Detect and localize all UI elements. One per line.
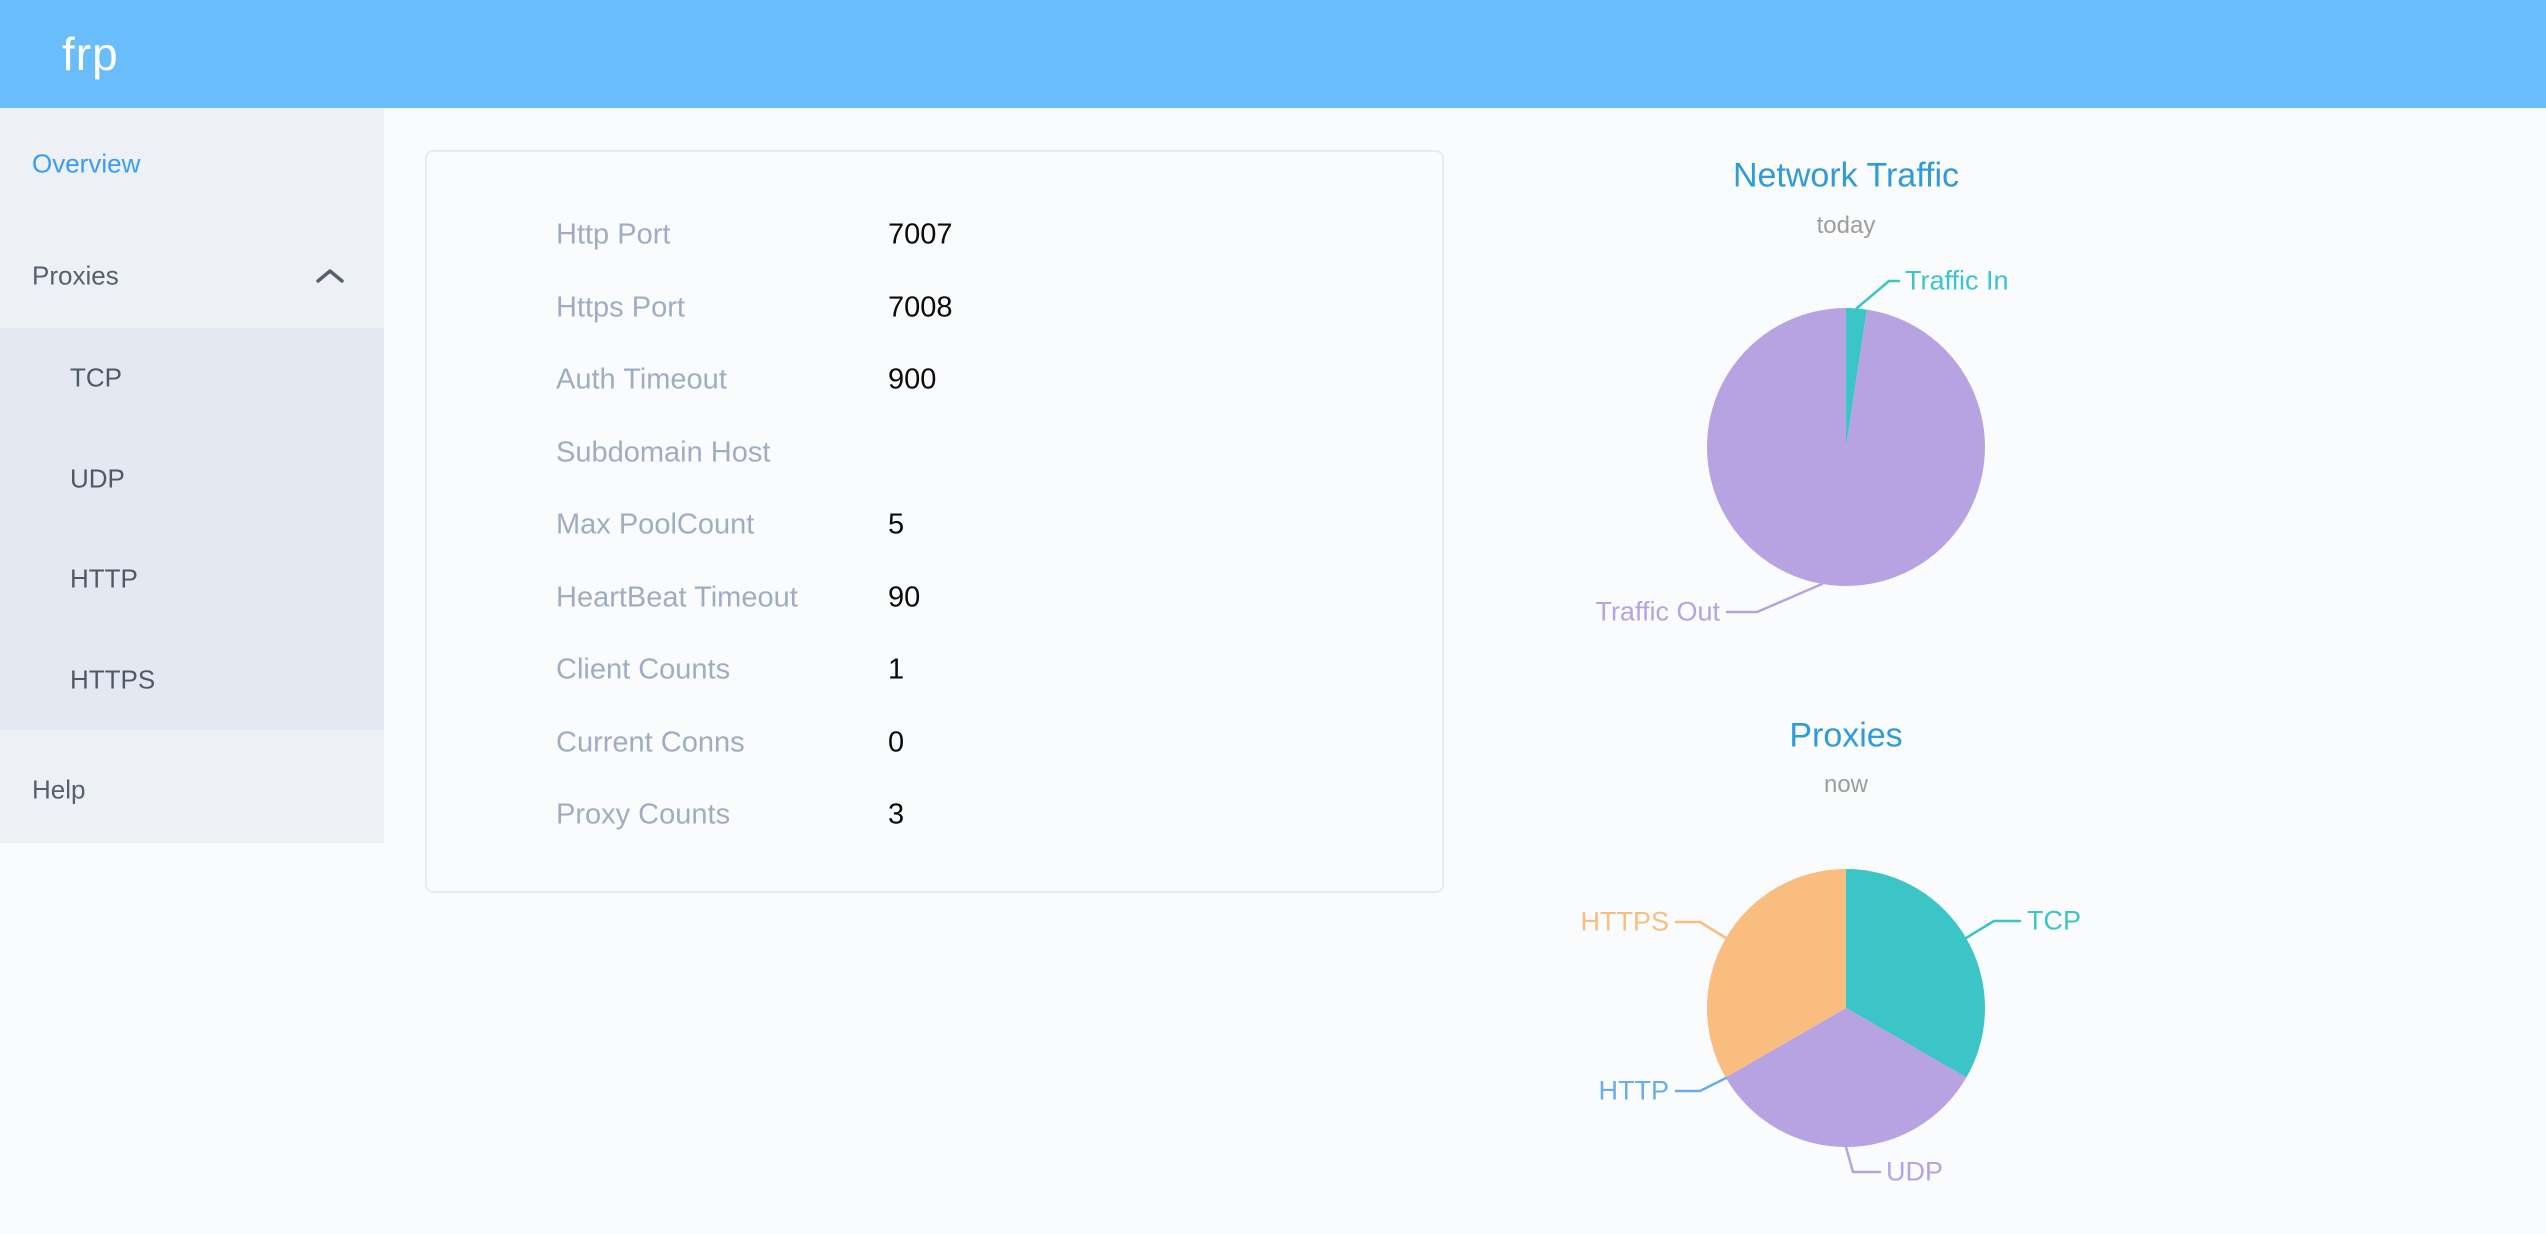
proxies-submenu: TCP UDP HTTP HTTPS [0, 328, 384, 730]
pie-chart-proxies[interactable] [1696, 858, 1996, 1158]
sidebar-item-help[interactable]: Help [0, 758, 384, 822]
sidebar-subitem-label: TCP [70, 362, 122, 393]
info-row-proxy-counts: Proxy Counts 3 [427, 779, 1442, 852]
info-label: Proxy Counts [556, 798, 731, 831]
sidebar-subitem-label: UDP [70, 463, 125, 494]
pie-chart-network-traffic[interactable] [1696, 297, 1996, 597]
info-value: 0 [888, 726, 905, 759]
info-row-max-poolcount: Max PoolCount 5 [427, 489, 1442, 562]
sidebar-item-label: Proxies [32, 260, 119, 291]
pie-slice-traffic-out[interactable] [1706, 308, 1985, 586]
info-label: HeartBeat Timeout [556, 581, 798, 614]
sidebar-item-overview[interactable]: Overview [0, 132, 384, 196]
info-label: Subdomain Host [556, 436, 771, 469]
info-row-https-port: Https Port 7008 [427, 272, 1442, 345]
info-label: Current Conns [556, 726, 745, 759]
chart-title-proxies: Proxies [1789, 716, 1903, 755]
info-row-subdomain-host: Subdomain Host [427, 417, 1442, 490]
frp-logo: frp [62, 28, 119, 80]
sidebar-item-label: Help [32, 774, 86, 805]
info-label: Https Port [556, 291, 685, 324]
info-row-current-conns: Current Conns 0 [427, 707, 1442, 780]
info-value: 7008 [888, 291, 953, 324]
chart-subtitle-now: now [1823, 771, 1869, 798]
pie-slice-tcp[interactable] [1846, 869, 1986, 1078]
info-label: Max PoolCount [556, 508, 755, 541]
pie-slice-udp[interactable] [1725, 1008, 1967, 1148]
app-header: frp [0, 0, 2546, 108]
info-row-client-counts: Client Counts 1 [427, 634, 1442, 707]
sidebar-item-proxies[interactable]: Proxies [0, 244, 384, 308]
pie-slice-traffic-in[interactable] [1846, 308, 1867, 447]
info-value: 1 [888, 653, 905, 686]
pie-label-https: HTTPS [1580, 906, 1669, 937]
server-info-card: Http Port 7007 Https Port 7008 Auth Time… [425, 150, 1444, 893]
info-value: 3 [888, 798, 905, 831]
info-value: 90 [888, 581, 921, 614]
sidebar-subitem-label: HTTP [70, 563, 138, 594]
info-label: Http Port [556, 218, 671, 251]
info-row-heartbeat-timeout: HeartBeat Timeout 90 [427, 562, 1442, 635]
pie-label-traffic-in: Traffic In [1905, 265, 2009, 296]
chart-subtitle-today: today [1816, 212, 1876, 239]
info-label: Client Counts [556, 653, 731, 686]
info-row-auth-timeout: Auth Timeout 900 [427, 344, 1442, 417]
sidebar-item-label: Overview [32, 148, 141, 179]
pie-label-http: HTTP [1598, 1075, 1670, 1106]
sidebar: Overview Proxies TCP UDP HTTP HTTPS Help [0, 108, 384, 843]
info-row-http-port: Http Port 7007 [427, 199, 1442, 272]
info-label: Auth Timeout [556, 363, 727, 396]
pie-label-traffic-out: Traffic Out [1595, 596, 1720, 627]
chevron-up-icon [316, 269, 344, 283]
pie-slice-https[interactable] [1706, 869, 1846, 1078]
chart-title-network-traffic: Network Traffic [1732, 156, 1960, 195]
pie-label-tcp: TCP [2027, 905, 2081, 936]
info-value: 5 [888, 508, 905, 541]
sidebar-subitem-udp[interactable]: UDP [0, 429, 384, 530]
pie-label-udp: UDP [1886, 1156, 1944, 1187]
sidebar-subitem-label: HTTPS [70, 664, 156, 695]
sidebar-subitem-http[interactable]: HTTP [0, 529, 384, 630]
sidebar-subitem-https[interactable]: HTTPS [0, 630, 384, 731]
info-value: 900 [888, 363, 937, 396]
sidebar-subitem-tcp[interactable]: TCP [0, 328, 384, 429]
info-value: 7007 [888, 218, 953, 251]
